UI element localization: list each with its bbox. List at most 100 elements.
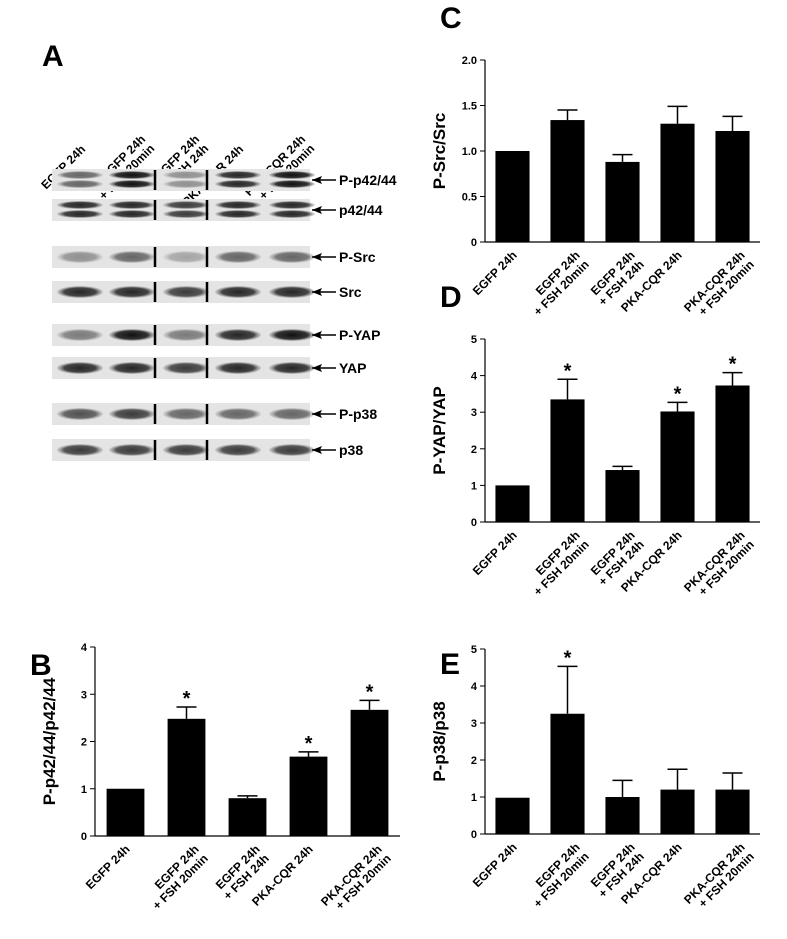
blot-band [163,362,209,374]
blot-band [57,329,103,341]
panel-label: D [440,281,462,314]
blot-band [163,408,209,420]
blot-band [109,251,155,263]
significance-mark: * [183,688,191,710]
band-label: P-p38 [339,406,377,422]
category-label: EGFP 24h [470,248,520,298]
band-label: P-YAP [339,327,381,343]
bar [660,789,695,834]
blot-band [57,286,103,298]
y-axis-label: P-p42/44/p42/44 [40,677,59,805]
blot-band [57,210,103,218]
blot-band [215,286,261,298]
blot-band [269,329,315,341]
significance-mark: * [366,681,374,703]
blot-band [57,180,103,188]
rotated-label: EGFP 24h [470,528,520,578]
blot-band [215,251,261,263]
significance-mark: * [674,383,682,405]
blot-band [163,251,209,263]
blot-band [57,408,103,420]
y-tick-label: 2 [81,737,87,749]
bar [715,385,750,522]
bar [660,411,695,522]
category-label: EGFP 24h [470,840,520,890]
arrow-head [312,206,322,214]
rotated-label: PKA-CQR 24h+ FSH 20min [681,248,757,318]
bar [495,797,530,834]
y-tick-label: 2.0 [462,55,477,67]
arrow-head [312,364,322,372]
blot-band [215,180,261,188]
bar [715,130,750,242]
blot-band [109,201,155,209]
blot-band [269,201,315,209]
band-label: p38 [339,442,363,458]
bar [605,470,640,522]
band-label: Src [339,284,362,300]
arrow-head [312,331,322,339]
bar [167,718,206,836]
blot-band [215,444,261,456]
blot-band [163,444,209,456]
band-label: P-p42/44 [339,172,397,188]
bar [350,709,389,836]
y-tick-label: 5 [471,334,477,346]
rotated-label: PKA-CQR 24h+ FSH 20min [681,840,757,910]
rotated-label: EGFP 24h [470,840,520,890]
blot-band [109,362,155,374]
blot-band [215,408,261,420]
bar [228,798,267,836]
bar [660,123,695,242]
blot-band [109,171,155,179]
significance-mark: * [305,733,313,755]
blot-band [269,251,315,263]
y-tick-label: 0 [471,829,477,841]
arrow-head [312,253,322,261]
arrow-head [312,446,322,454]
blot-band [269,444,315,456]
panel-label: E [440,648,460,681]
blot-band [269,210,315,218]
y-axis-label: P-Src/Src [430,113,449,190]
rotated-label: EGFP 24h+ FSH 20min [531,840,592,910]
band-label: P-Src [339,249,376,265]
y-axis-label: P-YAP/YAP [430,386,449,475]
y-tick-label: 0 [471,237,477,249]
blot-band [269,286,315,298]
y-tick-label: 3 [471,718,477,730]
blot-band [215,329,261,341]
rotated-label: PKA-CQR 24h+ FSH 20min [681,528,757,598]
band-label: p42/44 [339,202,383,218]
category-label: EGFP 24h [470,528,520,578]
blot-band [57,201,103,209]
blot-band [109,286,155,298]
panel-label: A [42,40,64,73]
blot-band [163,171,209,179]
bar [605,797,640,834]
bar [289,756,328,836]
blot-band [215,201,261,209]
y-tick-label: 1.0 [462,146,477,158]
arrow-head [312,410,322,418]
bar [550,399,585,522]
blot-band [269,362,315,374]
y-axis-label: P-p38/p38 [430,701,449,781]
blot-band [269,408,315,420]
y-tick-label: 1.5 [462,101,477,113]
arrow-head [312,288,322,296]
blot-band [163,329,209,341]
rotated-label: EGFP 24h+ FSH 20min [150,842,211,912]
bar [605,161,640,242]
y-tick-label: 1 [471,792,477,804]
blot-band [215,171,261,179]
panel-label: C [440,2,462,35]
significance-mark: * [564,360,572,382]
blot-band [215,362,261,374]
significance-mark: * [564,647,572,669]
y-tick-label: 4 [81,642,88,654]
blot-band [163,286,209,298]
band-label: YAP [339,360,367,376]
y-tick-label: 3 [471,407,477,419]
blot-band [109,210,155,218]
